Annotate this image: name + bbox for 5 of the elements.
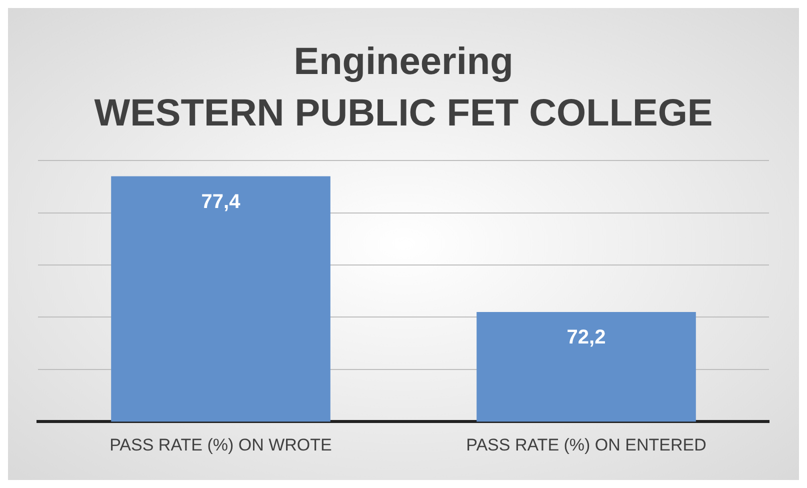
x-tick-label: PASS RATE (%) ON ENTERED [466,435,706,454]
data-label: 77,4 [201,190,242,213]
x-tick-label: PASS RATE (%) ON WROTE [110,435,332,454]
chart-title: Engineering WESTERN PUBLIC FET COLLEGE [94,41,713,134]
data-label: 72,2 [566,326,606,348]
